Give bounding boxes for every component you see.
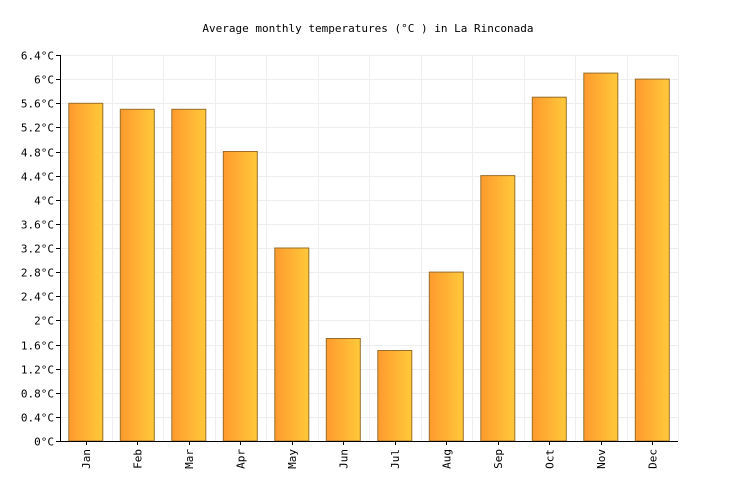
x-tick-label: Dec [646, 449, 659, 469]
x-tick-label: Oct [543, 449, 556, 469]
bars [68, 72, 670, 442]
x-axis-ticks: Jan Feb Mar Apr May Jun Jul Aug Sep Oct Nov Dec [80, 441, 659, 469]
bar-oct [531, 96, 567, 442]
y-tick-label: 2.8°C [21, 267, 54, 280]
y-tick-label: 2.4°C [21, 291, 54, 304]
y-tick-label: 1.6°C [21, 340, 54, 353]
bar-may [274, 247, 310, 442]
y-tick-label: 6.4°C [21, 50, 54, 63]
bar-dec [634, 78, 670, 442]
y-tick-label: 5.2°C [21, 122, 54, 135]
axes [60, 55, 678, 442]
x-tick-label: Nov [595, 449, 608, 469]
y-tick-label: 4.8°C [21, 147, 54, 160]
bar-jul [377, 350, 413, 442]
y-axis-ticks: 0°C 0.4°C 0.8°C 1.2°C 1.6°C 2°C 2.4°C 2.8°C 3.2°… [21, 50, 60, 449]
x-tick-label: May [286, 449, 299, 469]
y-tick-label: 0.4°C [21, 412, 54, 425]
x-tick-label: Feb [131, 449, 144, 469]
y-tick-label: 6°C [34, 74, 54, 87]
x-tick-label: Apr [234, 449, 247, 469]
bar-jan [68, 102, 104, 442]
bar-apr [222, 151, 258, 442]
x-tick-label: Jan [80, 449, 93, 469]
y-tick-label: 1.2°C [21, 364, 54, 377]
x-tick-label: Sep [492, 449, 505, 469]
y-tick-label: 0°C [34, 436, 54, 449]
x-tick-label: Aug [440, 449, 453, 469]
chart-title: Average monthly temperatures (°C ) in La… [202, 22, 533, 35]
x-tick-label: Jul [389, 449, 402, 469]
x-tick-label: Jun [337, 449, 350, 469]
y-tick-label: 4.4°C [21, 171, 54, 184]
y-tick-label: 3.6°C [21, 219, 54, 232]
y-tick-label: 2°C [34, 315, 54, 328]
bar-nov [583, 72, 619, 442]
bar-aug [428, 271, 464, 442]
bar-mar [171, 108, 207, 442]
bar-feb [119, 108, 155, 442]
y-tick-label: 5.6°C [21, 98, 54, 111]
x-tick-label: Mar [183, 449, 196, 469]
y-tick-label: 3.2°C [21, 243, 54, 256]
bar-jun [325, 338, 361, 442]
y-tick-label: 4°C [34, 195, 54, 208]
y-tick-label: 0.8°C [21, 388, 54, 401]
bar-sep [480, 175, 516, 442]
